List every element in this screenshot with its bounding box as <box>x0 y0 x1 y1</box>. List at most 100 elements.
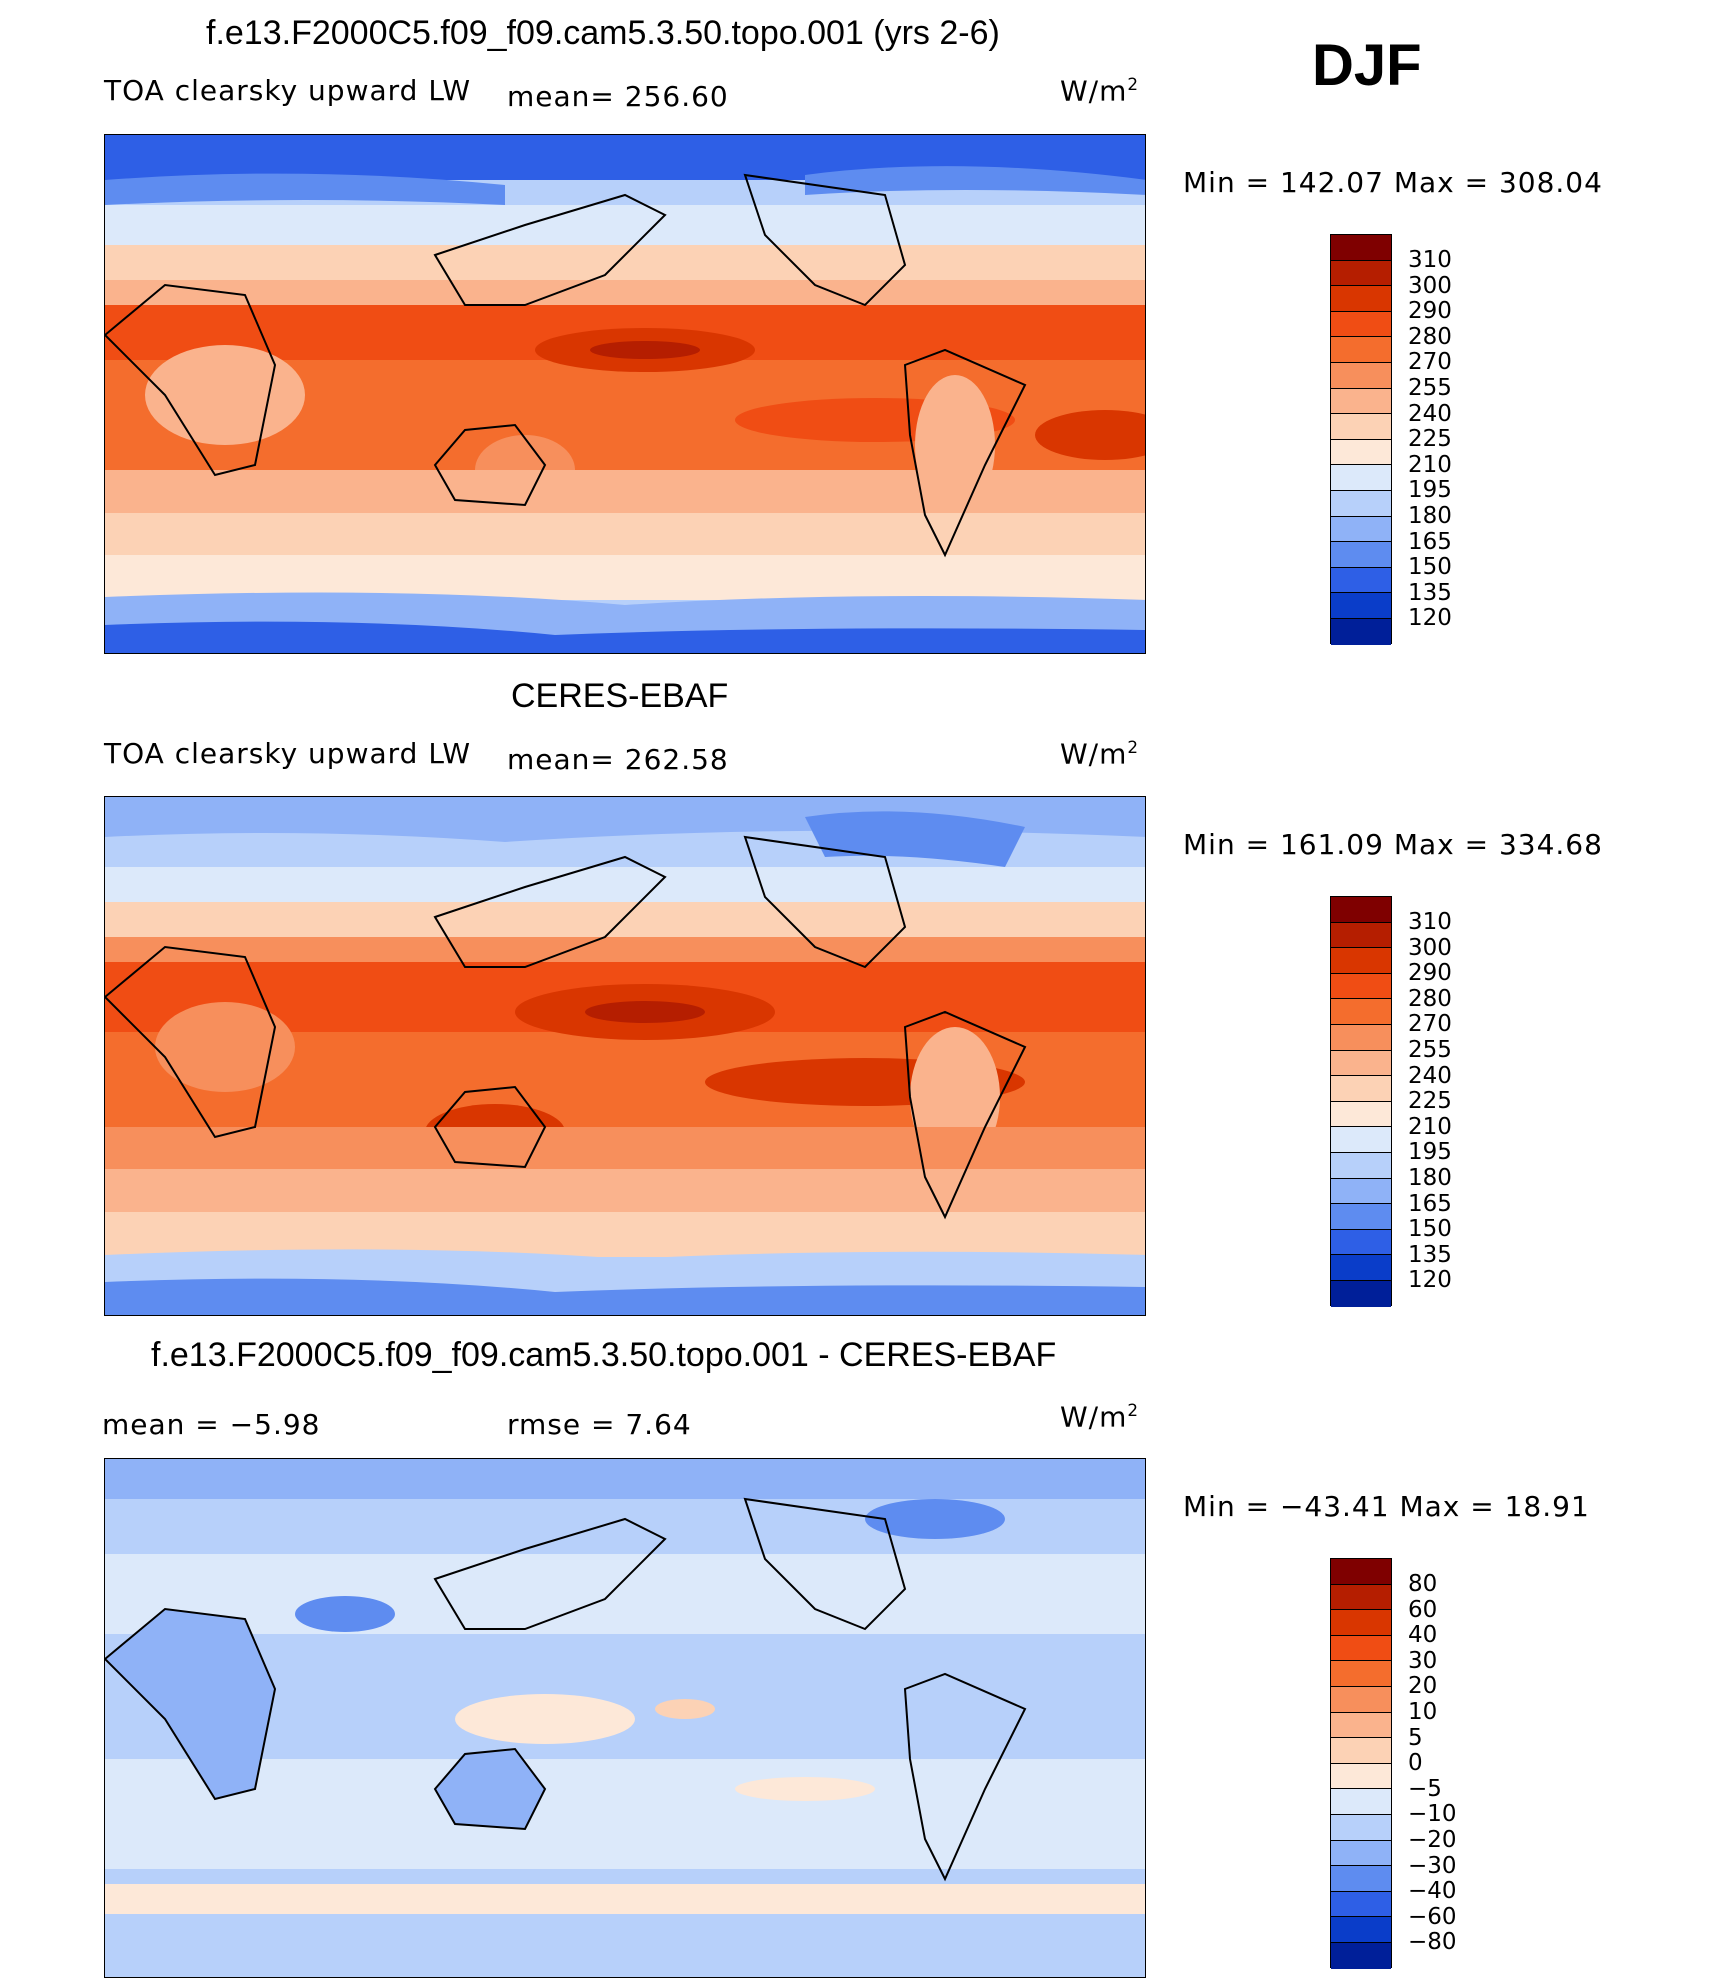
panel2-units: W/m2 <box>1060 737 1140 771</box>
colorbar-tick-label: 310 <box>1408 247 1452 273</box>
colorbar-tick-label: 290 <box>1408 298 1452 325</box>
colorbar-tick-label: 40 <box>1408 1622 1438 1649</box>
colorbar-swatch <box>1331 439 1391 466</box>
colorbar-tick-label: 5 <box>1408 1724 1423 1751</box>
colorbar-tick-label: 135 <box>1408 579 1452 606</box>
colorbar-tick-label: 20 <box>1408 1673 1438 1700</box>
panel1-minmax: Min = 142.07 Max = 308.04 <box>1183 166 1603 199</box>
colorbar-swatch <box>1331 567 1391 594</box>
colorbar-swatch <box>1331 1229 1391 1256</box>
colorbar-swatch <box>1331 973 1391 1000</box>
panel3-units: W/m2 <box>1060 1400 1140 1434</box>
panel2-variable-label: TOA clearsky upward LW <box>104 737 472 770</box>
colorbar-tick-label: −30 <box>1408 1852 1457 1879</box>
colorbar-swatch <box>1331 1101 1391 1128</box>
panel2-mean-label: mean= 262.58 <box>507 743 729 776</box>
colorbar-swatch <box>1331 1610 1391 1636</box>
colorbar-swatch <box>1331 1942 1391 1969</box>
colorbar-tick-label: 280 <box>1408 985 1452 1012</box>
colorbar-tick-label: 30 <box>1408 1647 1438 1674</box>
colorbar-tick-label: −5 <box>1408 1775 1442 1802</box>
colorbar-swatch <box>1331 1584 1391 1611</box>
colorbar-tick-label: 225 <box>1408 426 1452 453</box>
colorbar-tick-label: 165 <box>1408 528 1452 555</box>
colorbar-swatch <box>1331 1789 1391 1815</box>
panel1-title: f.e13.F2000C5.f09_f09.cam5.3.50.topo.001… <box>206 14 1000 52</box>
season-label: DJF <box>1312 33 1422 98</box>
colorbar-swatch <box>1331 362 1391 389</box>
colorbar-swatch <box>1331 516 1391 543</box>
colorbar-swatch <box>1331 1840 1391 1867</box>
colorbar-swatch <box>1331 1076 1391 1102</box>
colorbar-tick-label: −80 <box>1408 1929 1457 1956</box>
colorbar-swatch <box>1331 1024 1391 1051</box>
panel3-map <box>104 1458 1146 1978</box>
colorbar-swatch <box>1331 1814 1391 1841</box>
colorbar-tick-label: 10 <box>1408 1699 1438 1725</box>
panel2-colorbar <box>1330 896 1392 1307</box>
colorbar-tick-label: 60 <box>1408 1596 1438 1623</box>
colorbar-swatch <box>1331 490 1391 517</box>
colorbar-swatch <box>1331 542 1391 568</box>
colorbar-tick-label: 225 <box>1408 1088 1452 1115</box>
panel3-colorbar <box>1330 1558 1392 1969</box>
colorbar-tick-label: 270 <box>1408 1011 1452 1038</box>
colorbar-swatch <box>1331 1204 1391 1230</box>
colorbar-tick-label: −60 <box>1408 1903 1457 1930</box>
colorbar-tick-label: 135 <box>1408 1241 1452 1268</box>
colorbar-tick-label: 120 <box>1408 605 1452 632</box>
panel1-map <box>104 134 1146 654</box>
colorbar-tick-label: 210 <box>1408 451 1452 478</box>
panel1-mean-label: mean= 256.60 <box>507 80 729 113</box>
colorbar-swatch <box>1331 999 1391 1025</box>
panel3-rmse-label: rmse = 7.64 <box>507 1408 692 1441</box>
colorbar-tick-label: 150 <box>1408 1216 1452 1243</box>
colorbar-tick-label: −20 <box>1408 1827 1457 1853</box>
colorbar-tick-label: 80 <box>1408 1571 1438 1597</box>
colorbar-tick-label: 240 <box>1408 400 1452 427</box>
colorbar-swatch <box>1331 1635 1391 1662</box>
colorbar-swatch <box>1331 311 1391 338</box>
colorbar-swatch <box>1331 1661 1391 1687</box>
colorbar-swatch <box>1331 1152 1391 1179</box>
colorbar-swatch <box>1331 593 1391 619</box>
colorbar-tick-label: −10 <box>1408 1801 1457 1828</box>
colorbar-tick-label: 300 <box>1408 934 1452 961</box>
colorbar-swatch <box>1331 1127 1391 1153</box>
colorbar-tick-label: 270 <box>1408 349 1452 376</box>
colorbar-swatch <box>1331 1917 1391 1943</box>
panel3-minmax: Min = −43.41 Max = 18.91 <box>1183 1490 1590 1523</box>
panel1-units: W/m2 <box>1060 74 1140 108</box>
colorbar-tick-label: 180 <box>1408 503 1452 529</box>
colorbar-tick-label: 255 <box>1408 375 1452 401</box>
colorbar-swatch <box>1331 1686 1391 1713</box>
colorbar-swatch <box>1331 1178 1391 1205</box>
colorbar-tick-label: 150 <box>1408 554 1452 581</box>
colorbar-swatch <box>1331 1866 1391 1892</box>
colorbar-swatch <box>1331 337 1391 363</box>
colorbar-tick-label: 290 <box>1408 960 1452 987</box>
colorbar-swatch <box>1331 1763 1391 1790</box>
colorbar-swatch <box>1331 1712 1391 1739</box>
colorbar-swatch <box>1331 1280 1391 1307</box>
colorbar-swatch <box>1331 388 1391 415</box>
colorbar-swatch <box>1331 948 1391 974</box>
colorbar-tick-label: 120 <box>1408 1267 1452 1294</box>
colorbar-tick-label: 165 <box>1408 1190 1452 1217</box>
panel2-minmax: Min = 161.09 Max = 334.68 <box>1183 828 1603 861</box>
colorbar-swatch <box>1331 465 1391 491</box>
colorbar-tick-label: 300 <box>1408 272 1452 299</box>
colorbar-tick-label: 0 <box>1408 1750 1423 1777</box>
colorbar-swatch <box>1331 1559 1391 1585</box>
colorbar-swatch <box>1331 260 1391 287</box>
colorbar-swatch <box>1331 922 1391 949</box>
colorbar-swatch <box>1331 1050 1391 1077</box>
panel2-map <box>104 796 1146 1316</box>
colorbar-swatch <box>1331 235 1391 261</box>
colorbar-tick-label: 255 <box>1408 1037 1452 1063</box>
colorbar-swatch <box>1331 1738 1391 1764</box>
panel3-mean-label: mean = −5.98 <box>102 1408 321 1441</box>
colorbar-tick-label: 195 <box>1408 477 1452 504</box>
colorbar-tick-label: 240 <box>1408 1062 1452 1089</box>
panel3-title: f.e13.F2000C5.f09_f09.cam5.3.50.topo.001… <box>151 1336 1057 1374</box>
